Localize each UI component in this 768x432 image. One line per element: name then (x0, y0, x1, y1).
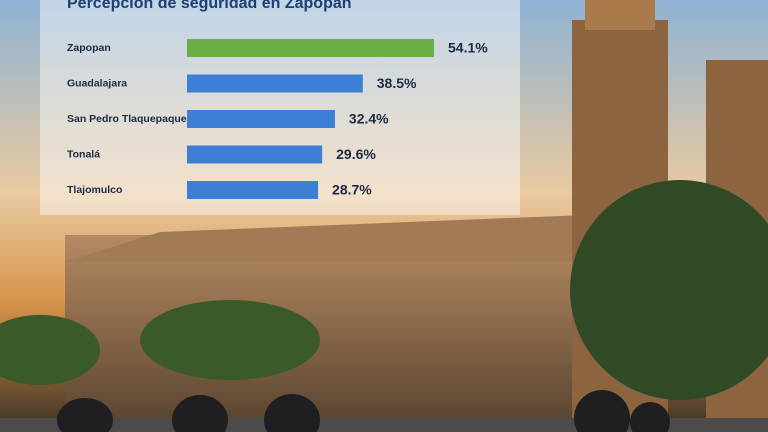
category-label: Tlajomulco (67, 184, 122, 196)
value-label: 38.5% (377, 75, 417, 91)
bar (187, 39, 434, 57)
bar (187, 181, 319, 199)
value-label: 28.7% (332, 182, 372, 198)
bar (187, 74, 363, 93)
value-label: 54.1% (448, 40, 488, 56)
value-label: 29.6% (336, 146, 376, 162)
value-label: 32.4% (349, 111, 389, 127)
chart-title: Percepción de seguridad en Zapopan (67, 0, 352, 12)
chart-panel (40, 0, 520, 215)
bar (187, 110, 335, 128)
category-label: Zapopan (67, 42, 111, 54)
category-label: San Pedro Tlaquepaque (67, 113, 187, 125)
category-label: Tonalá (67, 148, 100, 160)
bar (187, 145, 323, 164)
category-label: Guadalajara (67, 77, 127, 89)
